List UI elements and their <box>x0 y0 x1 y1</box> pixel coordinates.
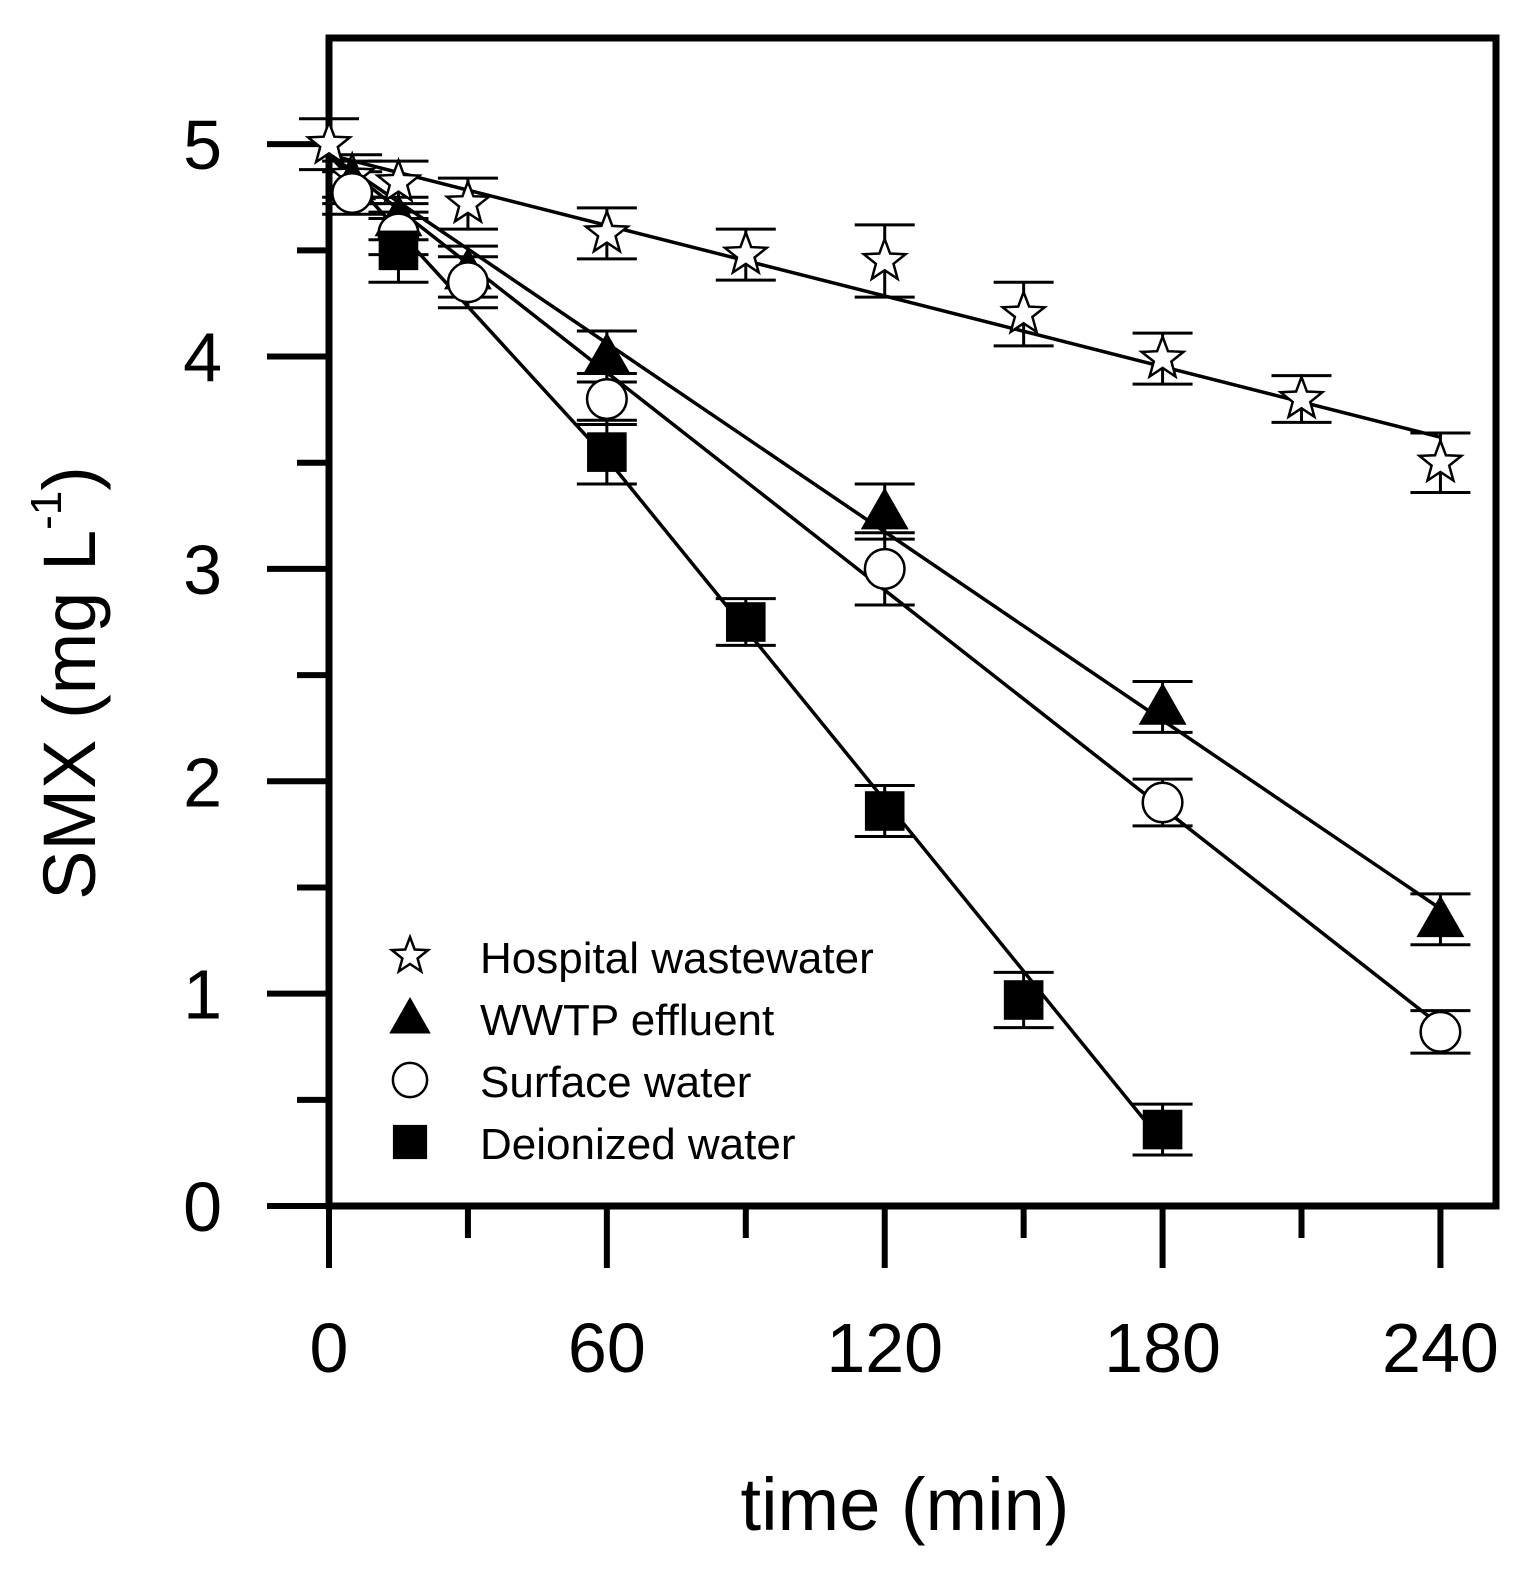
x-tick-label: 180 <box>1104 1309 1221 1387</box>
marker-deionized-water <box>1142 1109 1183 1150</box>
y-tick-label: 2 <box>183 743 222 821</box>
marker-surface-water <box>1419 1010 1462 1053</box>
axis-ticks <box>267 141 1444 1268</box>
marker-hospital-wastewater <box>999 288 1049 335</box>
y-tick-label: 1 <box>183 956 222 1034</box>
y-axis-title-superscript: -1 <box>22 491 71 530</box>
data-markers <box>304 118 1465 1150</box>
x-tick-label: 0 <box>310 1309 349 1387</box>
legend-label: Surface water <box>480 1058 751 1107</box>
marker-deionized-water <box>725 602 766 642</box>
marker-hospital-wastewater <box>860 235 909 282</box>
y-tick-label: 4 <box>183 319 222 397</box>
legend: Hospital wastewater WWTP effluent Surface … <box>388 933 874 1169</box>
legend-marker-hospital-wastewater <box>388 933 432 975</box>
legend-label: WWTP effluent <box>480 996 774 1045</box>
marker-deionized-water <box>378 230 419 271</box>
marker-wwtp-effluent <box>1138 682 1187 725</box>
x-tick-label: 240 <box>1382 1309 1499 1387</box>
x-tick-label: 60 <box>568 1309 646 1387</box>
plot-frame <box>325 34 1500 1210</box>
marker-surface-water <box>331 171 374 215</box>
marker-deionized-water <box>1003 980 1044 1020</box>
legend-label: Hospital wastewater <box>480 934 874 983</box>
marker-hospital-wastewater <box>1138 333 1187 380</box>
axis-tick-labels: 0 60 120 180 240 0 1 2 3 4 5 <box>183 106 1499 1387</box>
legend-marker-wwtp-effluent <box>389 996 431 1034</box>
marker-hospital-wastewater <box>443 178 493 225</box>
legend-label: Deionized water <box>480 1120 796 1169</box>
legend-marker-deionized-water <box>392 1124 428 1160</box>
y-axis-title-close: ) <box>28 466 111 491</box>
fit-lines <box>329 153 1442 1144</box>
legend-entry-surface-water: Surface water <box>391 1058 751 1107</box>
marker-wwtp-effluent <box>860 487 909 530</box>
marker-hospital-wastewater <box>582 207 632 255</box>
marker-hospital-wastewater <box>374 156 423 204</box>
marker-hospital-wastewater <box>721 229 771 276</box>
y-tick-label: 3 <box>183 531 222 609</box>
y-tick-label: 0 <box>183 1168 222 1246</box>
marker-hospital-wastewater <box>304 118 354 165</box>
legend-entry-wwtp-effluent: WWTP effluent <box>389 996 774 1045</box>
marker-wwtp-effluent <box>582 332 631 375</box>
legend-entry-deionized-water: Deionized water <box>392 1120 796 1169</box>
x-axis-title: time (min) <box>741 1463 1070 1546</box>
marker-surface-water <box>446 261 489 304</box>
legend-marker-surface-water <box>391 1061 429 1099</box>
marker-deionized-water <box>864 791 905 831</box>
x-tick-label: 120 <box>826 1309 943 1387</box>
y-tick-label: 5 <box>183 106 222 184</box>
marker-hospital-wastewater <box>1277 373 1326 420</box>
marker-deionized-water <box>587 432 627 472</box>
marker-wwtp-effluent <box>1416 895 1465 938</box>
marker-hospital-wastewater <box>1416 437 1465 484</box>
legend-entry-hospital-wastewater: Hospital wastewater <box>388 933 874 983</box>
marker-surface-water <box>863 547 906 590</box>
y-axis-title-main: SMX (mg L <box>28 530 111 900</box>
marker-surface-water <box>1141 781 1184 824</box>
marker-surface-water <box>585 377 628 421</box>
y-axis-title: SMX (mg L-1) <box>22 466 111 900</box>
